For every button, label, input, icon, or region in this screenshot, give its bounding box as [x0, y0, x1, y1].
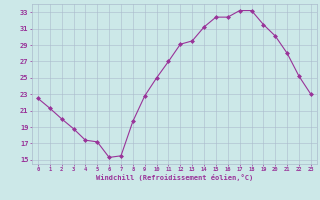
- X-axis label: Windchill (Refroidissement éolien,°C): Windchill (Refroidissement éolien,°C): [96, 174, 253, 181]
